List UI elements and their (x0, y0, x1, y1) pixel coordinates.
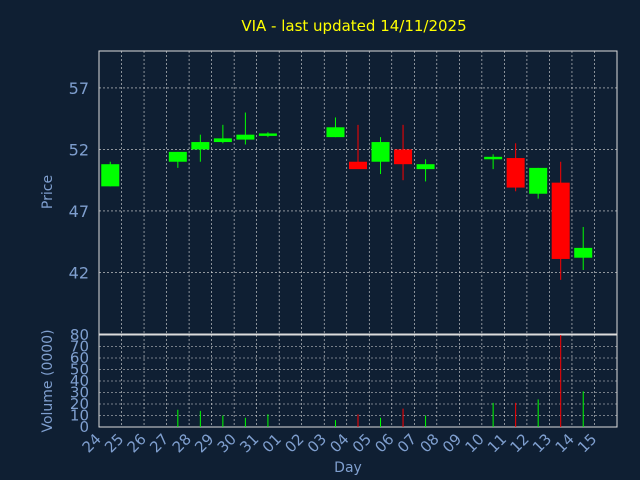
candle-body (394, 149, 413, 165)
candle-body (213, 138, 232, 143)
price-plot-frame (98, 50, 618, 335)
price-tick-label: 52 (69, 140, 89, 159)
candle-body (191, 142, 210, 150)
price-axis-label: Price (40, 175, 56, 209)
day-axis-label: Day (334, 460, 362, 476)
candle-body (258, 133, 277, 136)
volume-tick-label: 50 (70, 361, 89, 379)
volume-tick-label: 80 (70, 326, 89, 344)
price-tick-label: 47 (69, 202, 89, 221)
candle-body (551, 182, 570, 259)
price-tick-label: 57 (69, 79, 89, 98)
volume-tick-label: 10 (70, 407, 89, 425)
candle-body (326, 127, 345, 138)
volume-tick-label: 0 (79, 418, 89, 436)
price-tick-label: 42 (69, 263, 89, 282)
candle-body (101, 164, 120, 187)
candle-body (348, 161, 368, 170)
candle-body (371, 142, 390, 162)
candle-body (168, 151, 187, 162)
price-panel: 42 47 52 57 (69, 50, 618, 335)
candle-body (529, 167, 548, 194)
volume-tick-label: 20 (70, 395, 89, 413)
volume-axis-label: Volume (0000) (40, 329, 56, 432)
volume-tick-label: 60 (70, 349, 89, 367)
candle-body (416, 164, 435, 170)
chart-title: VIA - last updated 14/11/2025 (241, 17, 466, 35)
candle-body (236, 134, 255, 140)
candle-body (506, 158, 525, 188)
volume-tick-label: 70 (70, 338, 89, 356)
candle-body (574, 247, 593, 258)
volume-tick-label: 30 (70, 384, 89, 402)
candle-body (484, 156, 503, 160)
volume-tick-label: 40 (70, 372, 89, 390)
